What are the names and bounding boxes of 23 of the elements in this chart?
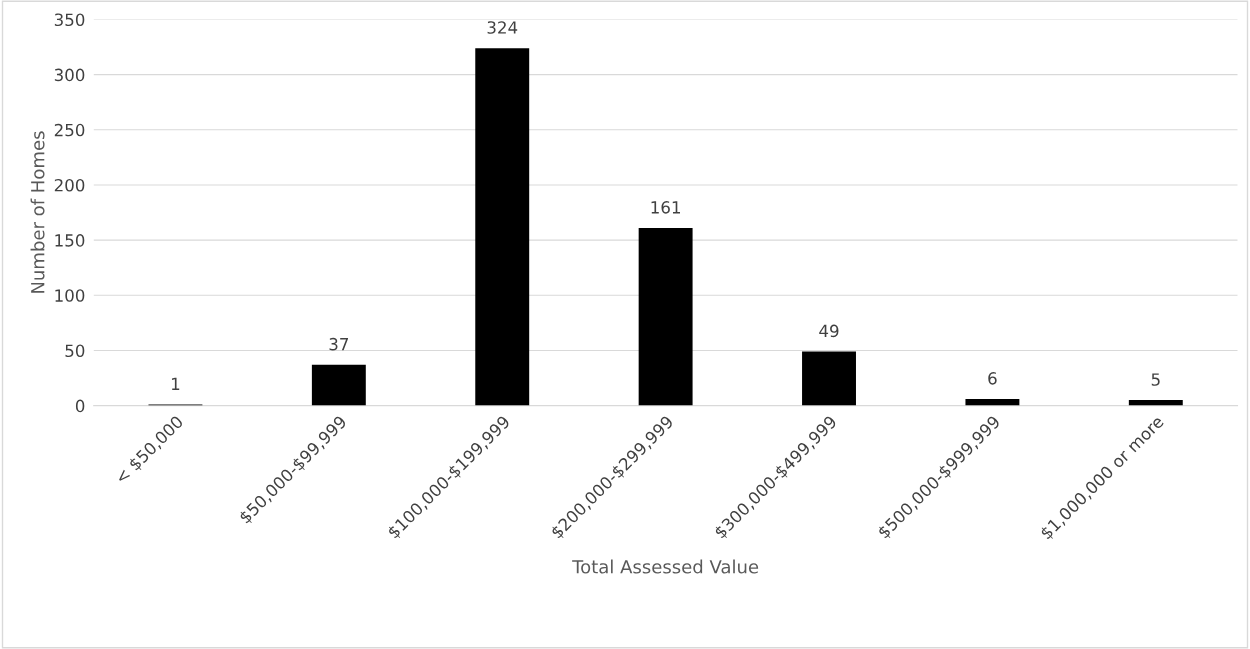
data-label: 6 xyxy=(988,372,997,385)
bar xyxy=(802,351,856,406)
data-label: 5 xyxy=(1151,373,1160,386)
y-tick-label: 300 xyxy=(54,68,85,82)
data-label: 1 xyxy=(171,377,180,390)
bar xyxy=(638,227,693,406)
y-tick-label: 100 xyxy=(55,289,85,302)
y-axis-title: Number of Homes xyxy=(30,131,45,293)
data-label: 161 xyxy=(651,201,680,214)
y-tick-label: 50 xyxy=(65,344,85,358)
bar xyxy=(1128,400,1183,406)
x-axis-title: Total Assessed Value xyxy=(572,559,759,574)
y-tick-label: 200 xyxy=(54,178,85,192)
data-label: 49 xyxy=(819,324,839,338)
data-label: 324 xyxy=(487,21,518,34)
y-tick-label: 350 xyxy=(54,13,85,27)
bar xyxy=(965,399,1020,406)
y-tick-label: 150 xyxy=(55,234,85,247)
bar xyxy=(311,364,366,406)
y-tick-label: 250 xyxy=(54,123,85,137)
bar xyxy=(475,48,530,406)
y-tick-label: 0 xyxy=(75,399,85,413)
data-label: 37 xyxy=(329,337,349,351)
